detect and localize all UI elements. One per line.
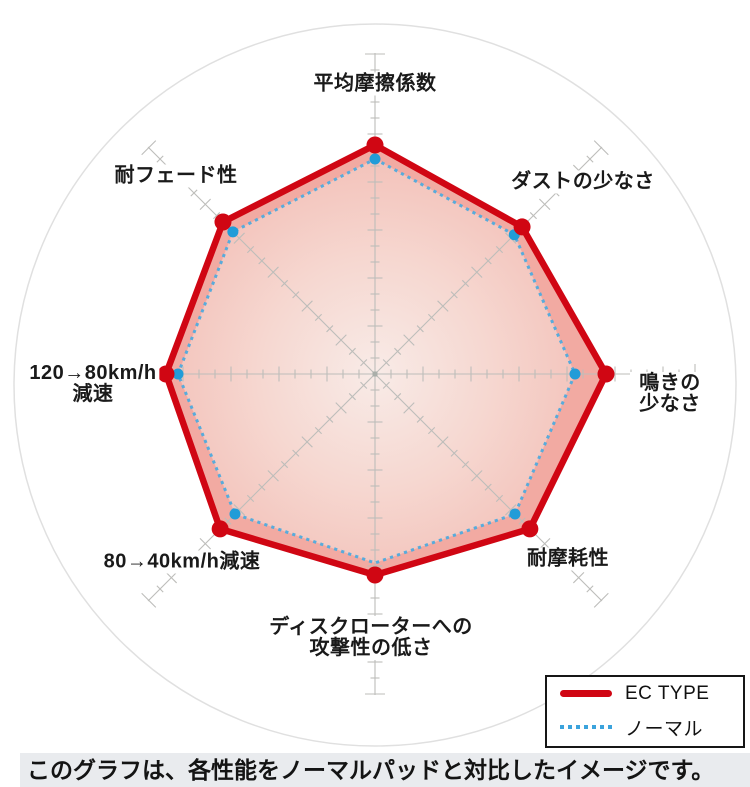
ec-type-data-point bbox=[366, 566, 384, 584]
axis-label-rotor-attack: ディスクローターへの 攻撃性の低さ bbox=[266, 616, 476, 660]
normal-line bbox=[176, 157, 577, 565]
ec-type-data-point bbox=[366, 136, 384, 154]
caption-text: このグラフは、各性能をノーマルパッドと対比したイメージです。 bbox=[27, 757, 715, 783]
axis-label-fade-resistance: 耐フェード性 bbox=[111, 164, 241, 188]
axis-label-120-80-decel: 120→80km/h 減速 bbox=[26, 362, 160, 406]
normal-data-point bbox=[569, 368, 581, 380]
legend-item-normal: ノーマル bbox=[560, 714, 743, 741]
ec-type-data-point bbox=[521, 520, 539, 538]
ec-type-data-point bbox=[513, 218, 531, 236]
axis-label-wear-resistance: 耐摩耗性 bbox=[524, 547, 612, 571]
normal-data-point bbox=[509, 508, 521, 520]
ec-type-data-point bbox=[214, 213, 232, 231]
ec-type-data-point bbox=[211, 520, 229, 538]
legend-label-ec-type: EC TYPE bbox=[625, 682, 710, 704]
legend-label-normal: ノーマル bbox=[625, 718, 704, 740]
center-marker bbox=[372, 371, 378, 377]
normal-data-point bbox=[172, 368, 184, 380]
axis-label-low-noise: 鳴きの少なさ bbox=[630, 372, 710, 416]
legend-item-ec-type: EC TYPE bbox=[560, 683, 743, 705]
axis-label-low-dust: ダストの少なさ bbox=[508, 170, 658, 194]
ec-type-data-point bbox=[597, 365, 615, 383]
normal-data-point bbox=[227, 226, 239, 238]
axis-label-friction: 平均摩擦係数 bbox=[310, 72, 440, 96]
normal-area-fill bbox=[178, 159, 575, 563]
axis-label-80-40-decel: 80→40km/h減速 bbox=[100, 550, 264, 574]
legend: EC TYPE ノーマル bbox=[545, 675, 745, 748]
ec-type-data-point bbox=[157, 365, 175, 383]
normal-line-swatch bbox=[560, 725, 612, 729]
normal-data-point bbox=[369, 153, 381, 165]
normal-data-point bbox=[229, 508, 241, 520]
ec-type-line-swatch bbox=[560, 690, 612, 697]
caption-bar: このグラフは、各性能をノーマルパッドと対比したイメージです。 bbox=[20, 753, 750, 787]
